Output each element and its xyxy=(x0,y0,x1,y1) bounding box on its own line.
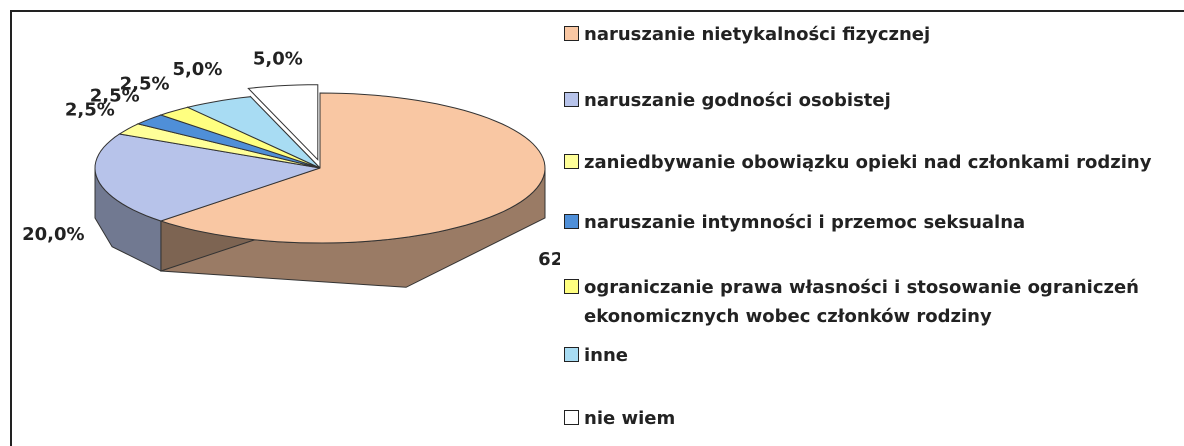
legend-swatch xyxy=(564,410,579,425)
legend-label: inne xyxy=(584,345,629,366)
legend-swatch xyxy=(564,214,579,229)
slice xyxy=(247,84,319,161)
legend-swatch xyxy=(564,92,579,107)
data-label: 2,5% xyxy=(90,86,140,107)
slice xyxy=(159,92,546,244)
legend-label: ograniczanie prawa własności i stosowani… xyxy=(584,277,1139,327)
legend-label: naruszanie godności osobistej xyxy=(584,90,891,111)
data-label: 5,0% xyxy=(253,48,303,69)
data-label: 62,5% xyxy=(538,249,560,270)
legend-label: naruszanie intymności i przemoc seksualn… xyxy=(584,212,1026,233)
legend-swatch xyxy=(564,26,579,41)
chart: 62,5%20,0%2,5%2,5%2,5%5,0%5,0% xyxy=(22,48,560,288)
data-label: 20,0% xyxy=(22,224,84,245)
legend-item: naruszanie intymności i przemoc seksualn… xyxy=(564,208,1184,237)
legend-swatch xyxy=(564,347,579,362)
legend-item: ograniczanie prawa własności i stosowani… xyxy=(564,273,1184,331)
slice xyxy=(94,133,321,222)
legend-item: zaniedbywanie obowiązku opieki nad człon… xyxy=(564,148,1184,177)
legend-item: nie wiem xyxy=(564,404,1184,433)
legend-item: inne xyxy=(564,341,1184,370)
data-label: 2,5% xyxy=(120,73,170,94)
data-label: 2,5% xyxy=(65,100,115,121)
legend-item: naruszanie nietykalności fizycznej xyxy=(564,20,1184,49)
data-label: 5,0% xyxy=(172,59,222,80)
legend-label: zaniedbywanie obowiązku opieki nad człon… xyxy=(584,152,1152,173)
legend-swatch xyxy=(564,279,579,294)
chart-frame xyxy=(10,10,1184,446)
slice xyxy=(186,96,321,169)
legend-label: nie wiem xyxy=(584,408,676,429)
legend-item: naruszanie godności osobistej xyxy=(564,86,1184,115)
legend-swatch xyxy=(564,154,579,169)
legend-label: naruszanie nietykalności fizycznej xyxy=(584,24,931,45)
